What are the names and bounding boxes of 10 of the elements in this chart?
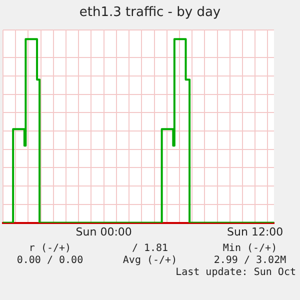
- x-tick-label: Sun 12:00: [227, 225, 284, 238]
- text: 0.00 / 0.00: [16, 255, 84, 266]
- text: Avg (-/+): [122, 255, 178, 266]
- text: Last update: Sun Oct: [174, 267, 297, 278]
- text: / 1.81: [130, 243, 170, 254]
- text: 2.99 / 3.02M: [212, 255, 288, 266]
- text: r (-/+): [28, 243, 72, 254]
- chart-title: eth1.3 traffic - by day: [78, 4, 222, 22]
- x-tick-label: Sun 00:00: [76, 225, 132, 238]
- text: Min (-/+): [222, 243, 278, 254]
